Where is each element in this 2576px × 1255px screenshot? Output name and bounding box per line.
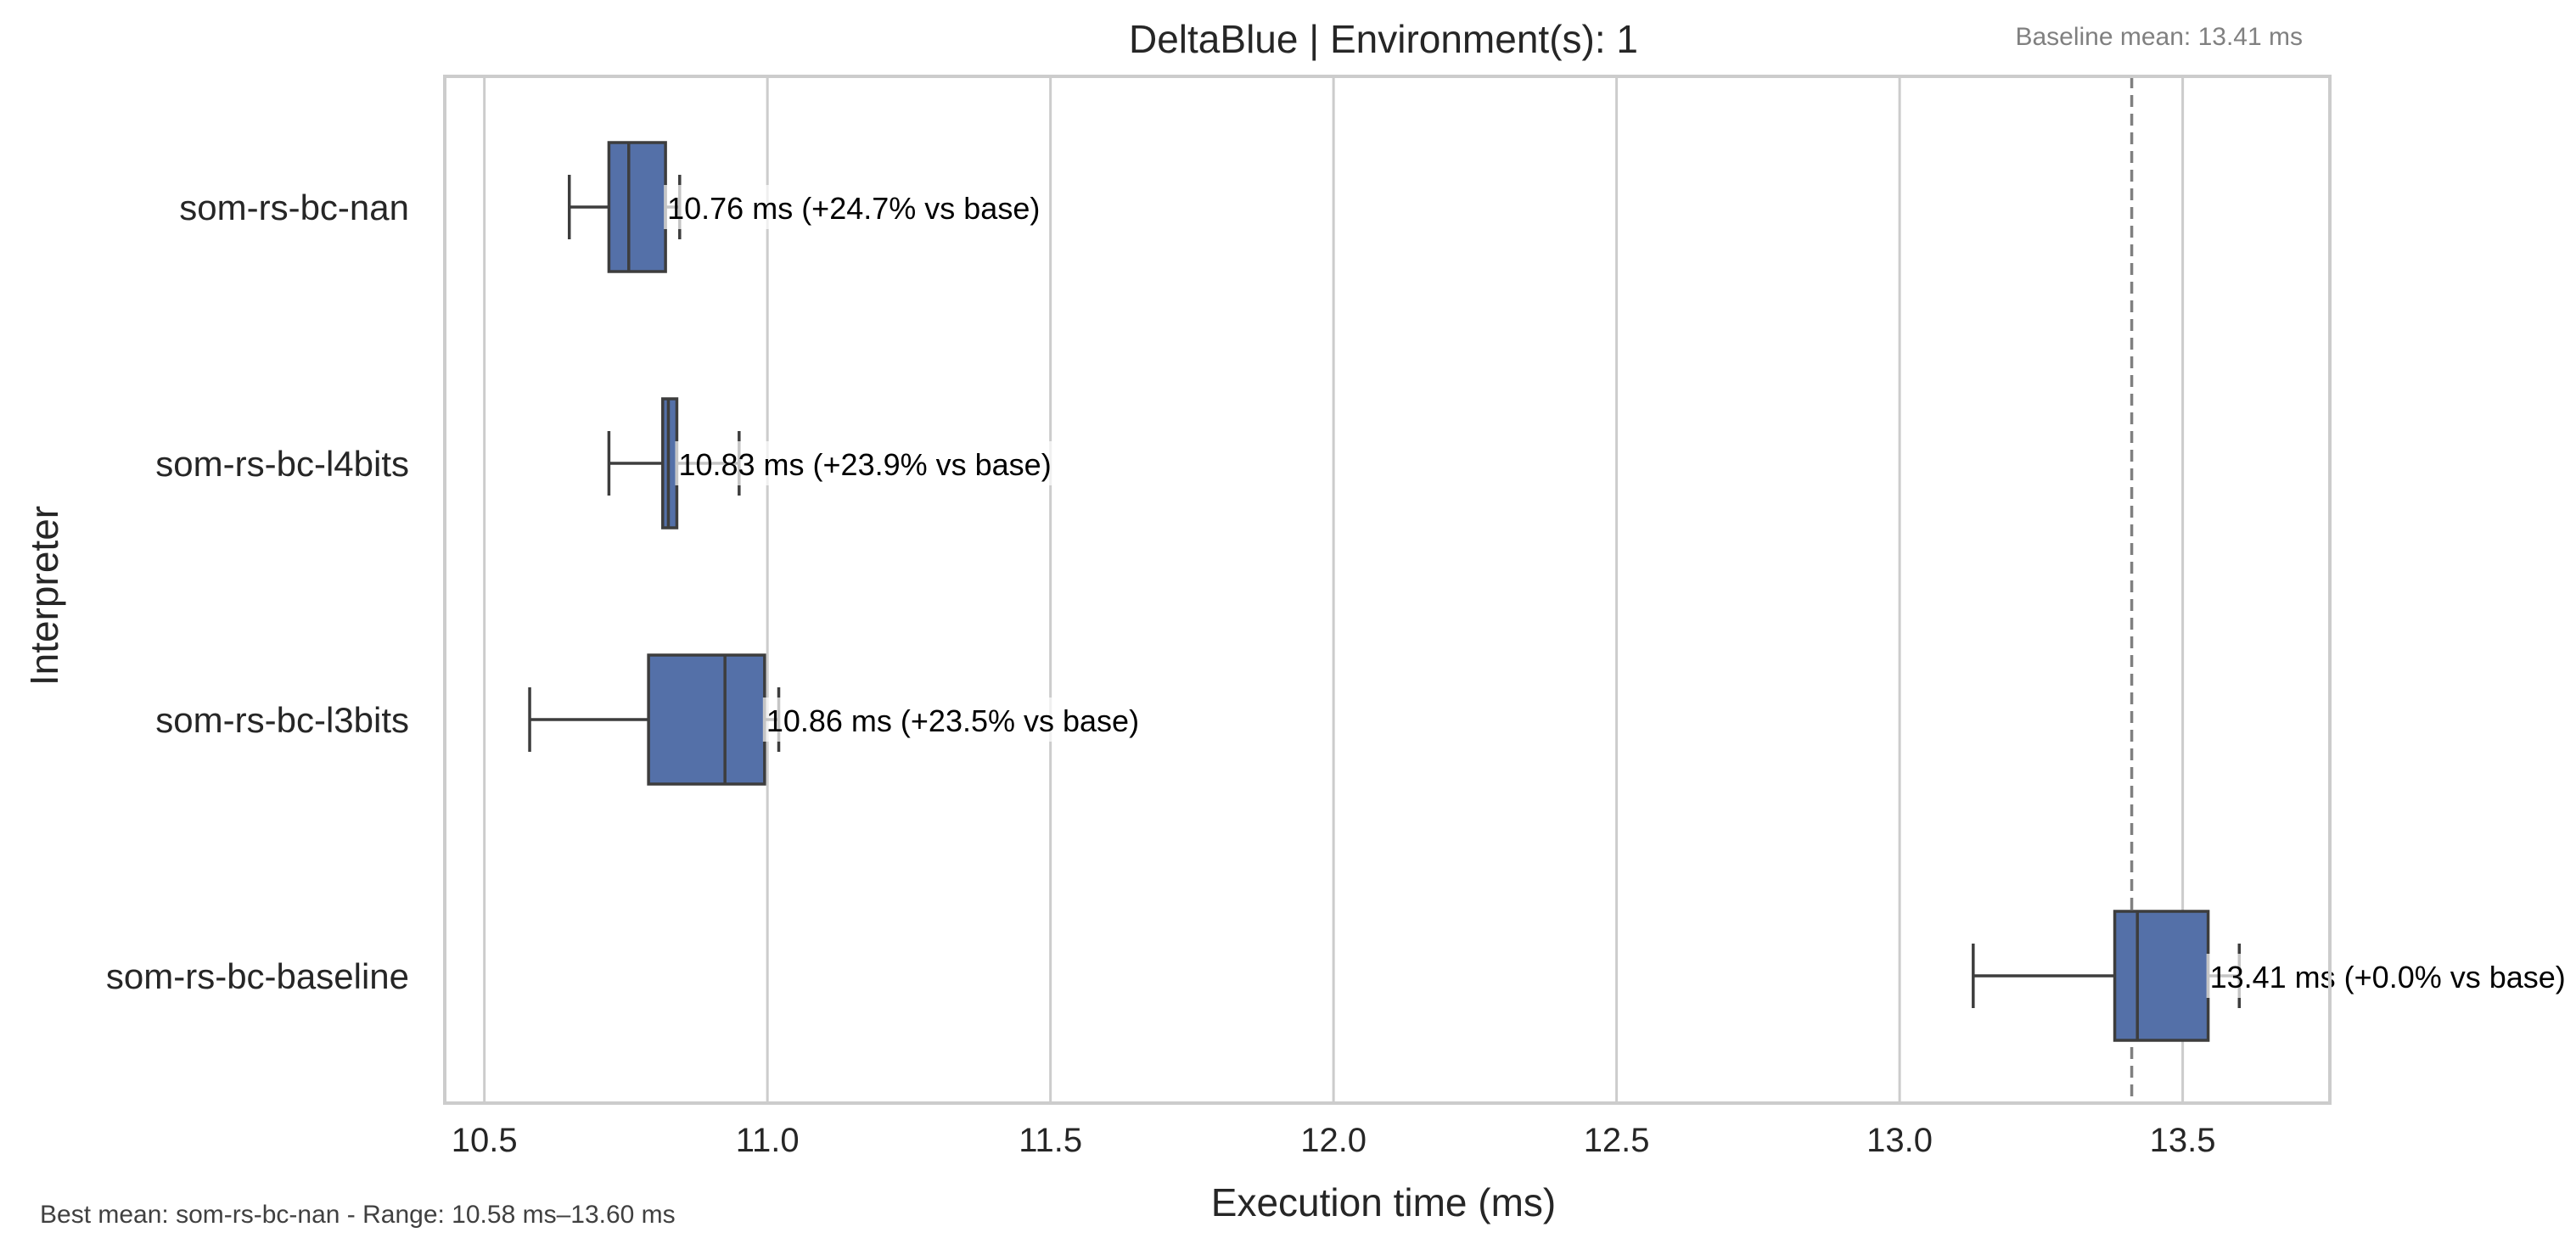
value-label: 10.86 ms (+23.5% vs base) <box>766 703 1139 738</box>
value-label-bg <box>762 698 1143 742</box>
x-tick-label: 12.0 <box>1300 1122 1367 1159</box>
box-iqr <box>2113 910 2210 1042</box>
y-tick-label: som-rs-bc-nan <box>179 188 409 227</box>
x-tick-label: 11.0 <box>736 1122 800 1159</box>
plot-frame <box>443 75 2332 1105</box>
footer-note: Best mean: som-rs-bc-nan - Range: 10.58 … <box>40 1201 676 1229</box>
x-tick-label: 13.0 <box>1866 1122 1933 1159</box>
grid-lines <box>483 76 2185 1103</box>
value-labels-group: 10.76 ms (+24.7% vs base) 10.83 ms (+23.9… <box>664 185 2569 998</box>
value-label-bg <box>675 441 1055 485</box>
box-iqr <box>607 141 667 273</box>
x-tick-label: 11.5 <box>1019 1122 1082 1159</box>
chart-title: DeltaBlue | Environment(s): 1 <box>1129 17 1638 61</box>
box-iqr <box>647 653 766 786</box>
value-label: 10.76 ms (+24.7% vs base) <box>667 191 1040 226</box>
baseline-note: Baseline mean: 13.41 ms <box>2015 23 2303 51</box>
y-tick-label: som-rs-bc-l3bits <box>155 700 409 740</box>
y-axis-label: Interpreter <box>22 506 66 686</box>
x-axis-label: Execution time (ms) <box>1211 1180 1556 1224</box>
value-label: 13.41 ms (+0.0% vs base) <box>2210 960 2566 994</box>
x-tick-label: 12.5 <box>1584 1122 1650 1159</box>
axes-group: 10.5 11.0 11.5 12.0 12.5 13.0 13.5 som-rs-bc-na… <box>106 75 2332 1159</box>
value-label-bg <box>2206 954 2569 998</box>
value-label-bg <box>664 185 1044 229</box>
x-tick-label: 10.5 <box>452 1122 518 1159</box>
box-som-rs-bc-baseline <box>1972 910 2242 1042</box>
box-som-rs-bc-nan <box>567 141 682 273</box>
value-label: 10.83 ms (+23.9% vs base) <box>678 447 1051 482</box>
x-tick-label: 13.5 <box>2150 1122 2216 1159</box>
boxes-group <box>528 141 2242 1042</box>
y-tick-label: som-rs-bc-l4bits <box>155 444 409 484</box>
y-tick-label: som-rs-bc-baseline <box>106 956 409 996</box>
box-som-rs-bc-l3bits <box>528 653 781 786</box>
